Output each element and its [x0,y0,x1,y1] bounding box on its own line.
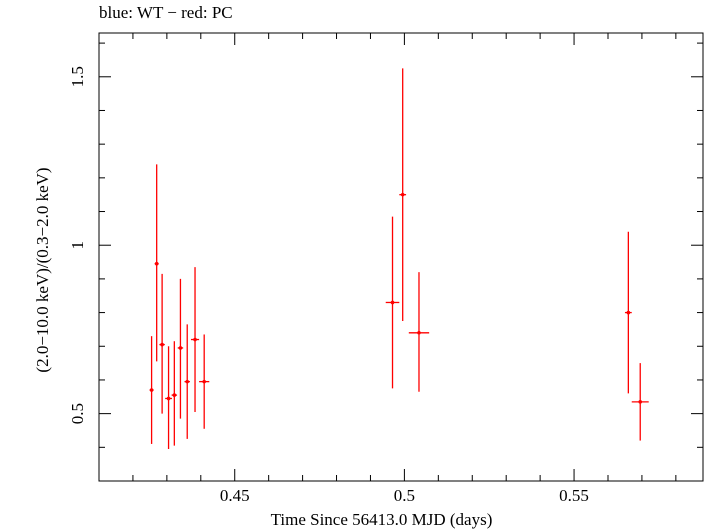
y-tick-label: 0.5 [68,403,87,424]
x-tick-label: 0.45 [220,486,250,505]
point-marker [202,379,206,384]
point-marker [185,379,190,384]
point-marker [154,261,159,266]
data-point [159,273,165,414]
data-point [177,278,184,419]
x-axis-label: Time Since 56413.0 MJD (days) [270,510,493,529]
point-marker [417,330,421,335]
data-point [408,272,430,392]
point-marker [638,400,643,404]
data-point [154,164,159,362]
data-point [184,324,190,439]
x-tick-label: 0.5 [394,486,415,505]
x-tick-label: 0.55 [559,486,589,505]
data-point [399,68,407,321]
point-marker [193,337,197,342]
y-axis-label: (2.0−10.0 keV)/(0.3−2.0 keV) [33,167,52,373]
data-point [165,346,172,449]
data-points [149,68,649,449]
point-marker [160,342,164,347]
point-marker [149,388,154,392]
axis-tick-labels: 0.45 0.5 0.55 0.5 1 1.5 [68,66,589,505]
point-marker [400,192,405,197]
point-marker [172,393,177,397]
chart-title: blue: WT − red: PC [99,3,233,22]
point-marker [178,346,183,350]
point-marker [626,310,631,315]
data-point [171,341,178,446]
y-tick-label: 1 [68,241,87,250]
y-tick-label: 1.5 [68,66,87,87]
plot-frame [98,32,704,482]
data-point [199,334,210,429]
point-marker [166,396,171,401]
point-marker [390,300,395,305]
data-point [190,267,200,412]
axis-ticks [98,33,703,482]
data-point [624,231,632,394]
data-point [631,363,649,441]
data-point [385,216,400,389]
data-point [149,336,154,444]
